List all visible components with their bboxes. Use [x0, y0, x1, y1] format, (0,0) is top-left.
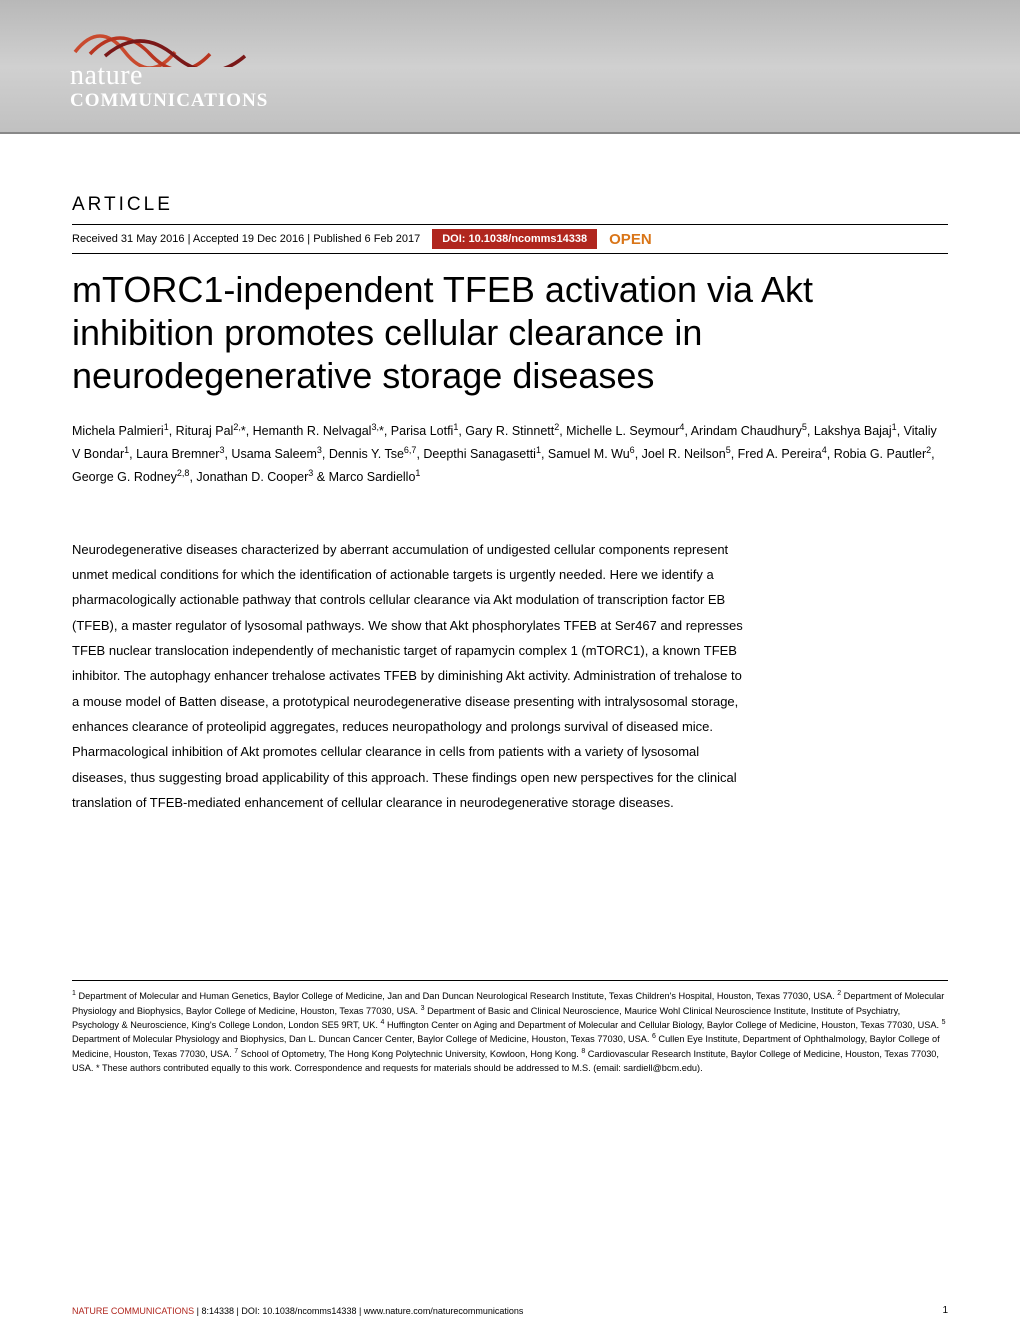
- dateline-row: Received 31 May 2016 | Accepted 19 Dec 2…: [72, 224, 948, 254]
- dateline-text: Received 31 May 2016 | Accepted 19 Dec 2…: [72, 233, 420, 245]
- authors-list: Michela Palmieri1, Rituraj Pal2,*, Heman…: [72, 420, 948, 489]
- article-abstract: Neurodegenerative diseases characterized…: [72, 537, 752, 816]
- journal-name-line2: COMMUNICATIONS: [70, 90, 268, 113]
- open-access-label: OPEN: [609, 231, 652, 248]
- doi-badge: DOI: 10.1038/ncomms14338: [432, 229, 597, 249]
- footer-citation: NATURE COMMUNICATIONS | 8:14338 | DOI: 1…: [72, 1306, 523, 1316]
- journal-logo-wave-icon: [70, 12, 270, 67]
- footer-journal-name: NATURE COMMUNICATIONS: [72, 1306, 194, 1316]
- date-received: Received 31 May 2016: [72, 233, 185, 245]
- article-title: mTORC1-independent TFEB activation via A…: [72, 268, 948, 398]
- journal-header-banner: nature COMMUNICATIONS: [0, 0, 1020, 134]
- footer-citation-text: | 8:14338 | DOI: 10.1038/ncomms14338 | w…: [194, 1306, 523, 1316]
- article-type-label: ARTICLE: [72, 194, 948, 216]
- page-number: 1: [942, 1305, 948, 1316]
- article-content: ARTICLE Received 31 May 2016 | Accepted …: [0, 134, 1020, 1115]
- date-accepted: Accepted 19 Dec 2016: [193, 233, 304, 245]
- journal-name-line1: nature: [70, 62, 268, 90]
- page-footer: NATURE COMMUNICATIONS | 8:14338 | DOI: 1…: [72, 1305, 948, 1316]
- journal-logo-text: nature COMMUNICATIONS: [70, 62, 268, 113]
- affiliations-section: 1 Department of Molecular and Human Gene…: [72, 980, 948, 1075]
- date-published: Published 6 Feb 2017: [313, 233, 420, 245]
- affiliations-text: 1 Department of Molecular and Human Gene…: [72, 989, 948, 1075]
